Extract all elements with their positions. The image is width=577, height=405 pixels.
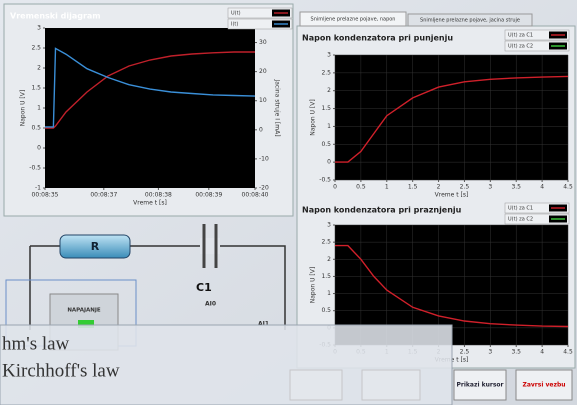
chart-title: Napon kondenzatora pri punjenju xyxy=(302,34,453,43)
y-tick-label: -0.5 xyxy=(29,165,41,172)
input-label: AI0 xyxy=(205,301,216,308)
x-tick-label: 0.5 xyxy=(356,184,366,191)
x-tick-label: 00:08:39 xyxy=(195,192,222,199)
y2-tick-label: 10 xyxy=(259,97,267,104)
y-tick-label: 3 xyxy=(37,25,41,32)
series-line xyxy=(45,51,255,129)
x-tick-label: 3 xyxy=(488,349,492,356)
y-tick-label: 2.5 xyxy=(31,45,41,52)
resistor xyxy=(59,234,131,259)
overlay-text: Kirchhoff's law xyxy=(2,360,120,381)
charts: Vremenski dijagram-1-0.500.511.522.5300:… xyxy=(10,7,573,364)
legend-box xyxy=(504,29,570,41)
y-tick-label: 1 xyxy=(327,123,331,130)
y-tick-label: 0 xyxy=(327,159,331,166)
series-line xyxy=(335,244,569,328)
legend-label: U(t) za C2 xyxy=(508,44,533,50)
capacitor-label: C1 xyxy=(196,281,212,294)
tab[interactable] xyxy=(299,11,407,27)
y-tick-label: 1 xyxy=(37,105,41,112)
x-tick-label: 00:08:37 xyxy=(90,192,117,199)
y-tick-label: 3 xyxy=(327,222,331,229)
button[interactable] xyxy=(453,369,507,401)
y-tick-label: -0.5 xyxy=(319,177,331,184)
tab-label: Snimljene prelazne pojave, napon xyxy=(311,17,396,23)
x-tick-label: 00:08:35 xyxy=(32,192,59,199)
y2-tick-label: 20 xyxy=(259,68,267,75)
chart-title: Napon kondenzatora pri praznjenju xyxy=(302,206,462,215)
x-tick-label: 4 xyxy=(540,349,544,356)
y2-tick-label: -10 xyxy=(259,155,269,162)
chart-title: Vremenski dijagram xyxy=(10,12,101,21)
y-axis-label: Napon U [V] xyxy=(310,99,317,135)
legend-label: U(t) za C1 xyxy=(508,33,533,39)
x-axis-label: Vreme t [s] xyxy=(435,192,469,199)
y-tick-label: 0 xyxy=(37,145,41,152)
legend-label: I(t) xyxy=(231,22,238,28)
tab-label: Snimljene prelazne pojave, jacina struje xyxy=(420,18,520,24)
resistor-label: R xyxy=(91,240,100,253)
y-tick-label: 0.5 xyxy=(31,125,41,132)
input-label: AI1 xyxy=(258,321,269,328)
x-tick-label: 4.5 xyxy=(563,184,573,191)
x-tick-label: 00:08:40 xyxy=(242,192,269,199)
y-tick-label: 1.5 xyxy=(321,273,331,280)
button[interactable] xyxy=(289,369,343,401)
y-tick-label: 0.5 xyxy=(321,141,331,148)
x-tick-label: 2.5 xyxy=(460,184,470,191)
y-tick-label: 2 xyxy=(37,65,41,72)
legend-box xyxy=(504,202,570,214)
legend-label: U(t) za C2 xyxy=(508,217,533,223)
series-line xyxy=(335,75,569,163)
x-tick-label: 1.5 xyxy=(408,184,418,191)
x-tick-label: 4.5 xyxy=(563,349,573,356)
y-tick-label: 1.5 xyxy=(31,85,41,92)
y2-tick-label: -20 xyxy=(259,185,269,192)
x-tick-label: 1 xyxy=(385,184,389,191)
x-tick-label: 2 xyxy=(437,184,441,191)
series-line xyxy=(45,47,256,128)
overlay-text: hm's law xyxy=(2,333,70,354)
y-tick-label: 3 xyxy=(327,52,331,59)
y-tick-label: -1 xyxy=(35,185,41,192)
y2-tick-label: 30 xyxy=(259,39,267,46)
x-tick-label: 3.5 xyxy=(511,184,521,191)
button[interactable] xyxy=(515,369,573,401)
y2-axis-label: Jacina struje I [mA] xyxy=(274,78,281,136)
switch[interactable] xyxy=(78,320,94,328)
x-axis-label: Vreme t [s] xyxy=(133,200,167,207)
y-axis-label: Napon U [V] xyxy=(20,90,27,126)
y-tick-label: 1.5 xyxy=(321,105,331,112)
legend-box xyxy=(227,18,293,30)
x-tick-label: 3 xyxy=(488,184,492,191)
x-tick-label: 0 xyxy=(333,184,337,191)
tab[interactable] xyxy=(407,13,533,27)
y-tick-label: 1 xyxy=(327,290,331,297)
legend-box xyxy=(504,213,570,225)
legend-box xyxy=(227,7,293,19)
y-tick-label: 2 xyxy=(327,256,331,263)
y-tick-label: 2.5 xyxy=(321,239,331,246)
y-tick-label: 2.5 xyxy=(321,69,331,76)
legend-label: U(t) xyxy=(231,11,241,17)
supply-label: NAPAJANJE xyxy=(67,308,101,314)
y-tick-label: 0.5 xyxy=(321,307,331,314)
x-tick-label: 00:08:38 xyxy=(145,192,172,199)
plot-area xyxy=(45,28,255,188)
button-label: Zavrsi vezbu xyxy=(522,382,565,389)
y-axis-label: Napon U [V] xyxy=(310,267,317,303)
button[interactable] xyxy=(361,369,421,401)
legend-box xyxy=(504,40,570,52)
x-tick-label: 3.5 xyxy=(511,349,521,356)
plot-area xyxy=(335,55,568,180)
overlay xyxy=(0,324,453,405)
legend-label: U(t) za C1 xyxy=(508,206,533,212)
y-tick-label: 2 xyxy=(327,87,331,94)
button-label: Prikazi kursor xyxy=(457,382,504,389)
x-tick-label: 2.5 xyxy=(460,349,470,356)
x-tick-label: 4 xyxy=(540,184,544,191)
y2-tick-label: 0 xyxy=(259,126,263,133)
